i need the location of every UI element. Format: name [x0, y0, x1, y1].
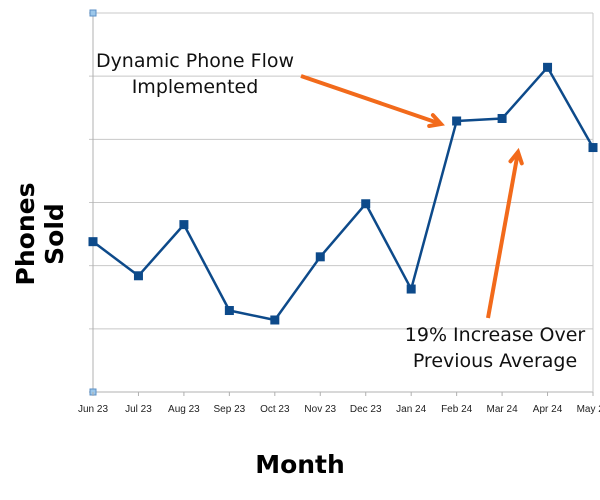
x-tick-label: Feb 24 [441, 404, 473, 415]
annotation-line: Dynamic Phone Flow [95, 50, 295, 72]
x-tick-label: May 24 [577, 404, 600, 415]
x-tick-label: Aug 23 [168, 404, 200, 415]
data-point [315, 252, 325, 262]
series-line [92, 66, 595, 322]
y-axis-label: Phones Sold [11, 182, 69, 286]
x-tick-label: Dec 23 [350, 404, 382, 415]
data-point [133, 271, 143, 281]
x-tick-label: Apr 24 [533, 404, 563, 415]
data-point [497, 113, 507, 123]
data-point [270, 315, 280, 325]
data-point [452, 116, 462, 126]
arrow-increase [486, 151, 520, 319]
data-point [588, 143, 598, 153]
data-point [543, 62, 553, 72]
data-point [361, 199, 371, 209]
annotation-line: Implemented [131, 76, 259, 98]
data-point [179, 220, 189, 230]
data-point [406, 284, 416, 294]
axis-handle [89, 9, 97, 17]
x-tick-label: Jan 24 [396, 404, 426, 415]
arrow-increase-head [508, 147, 524, 166]
x-tick-label: Sep 23 [214, 404, 246, 415]
x-tick-label: Jul 23 [125, 404, 152, 415]
arrow-dynamic-flow [300, 74, 442, 126]
arrow-dynamic-flow-head [427, 113, 445, 129]
x-tick-label: Mar 24 [487, 404, 519, 415]
x-tick-label: Oct 23 [260, 404, 290, 415]
data-point [224, 306, 234, 316]
annotation-line: Previous Average [412, 350, 578, 372]
annotation-increase: 19% Increase Over Previous Average [380, 322, 600, 374]
x-axis-label: Month [255, 450, 345, 479]
annotation-line: 19% Increase Over [404, 324, 586, 346]
data-point [88, 237, 98, 247]
x-tick-label: Jun 23 [78, 404, 108, 415]
x-tick-label: Nov 23 [304, 404, 336, 415]
annotation-dynamic-phone-flow: Dynamic Phone Flow Implemented [80, 48, 310, 100]
